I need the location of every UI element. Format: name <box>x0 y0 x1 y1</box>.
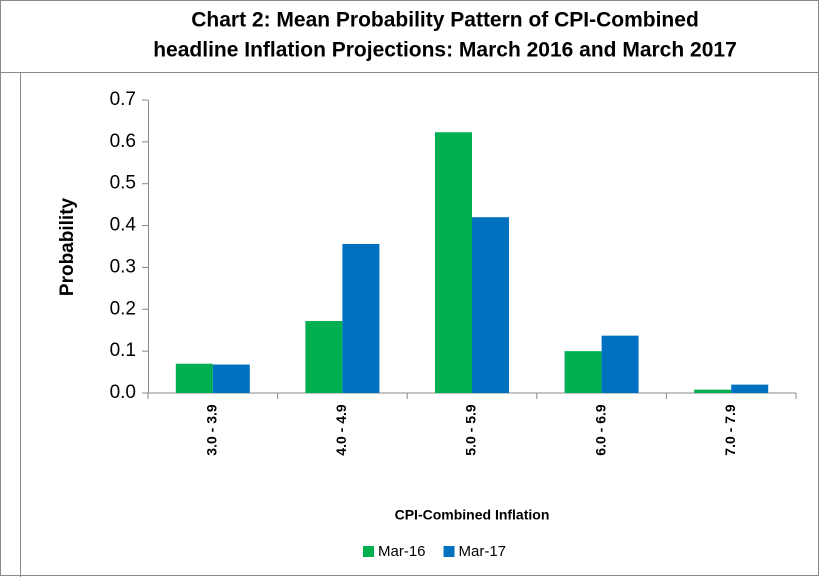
bar <box>694 389 732 393</box>
bar <box>305 321 343 393</box>
legend-swatch <box>363 546 374 557</box>
legend-label: Mar-17 <box>459 543 507 560</box>
y-tick-label: 0.4 <box>110 215 137 236</box>
y-tick-label: 0.2 <box>110 298 136 319</box>
bar <box>435 132 472 394</box>
y-tick-label: 0.3 <box>110 256 136 277</box>
x-tick-label: 3.0 - 3.9 <box>204 404 220 456</box>
bar <box>731 384 769 393</box>
x-axis-title: CPI-Combined Inflation <box>395 507 550 523</box>
y-axis-title: Probability <box>57 197 78 296</box>
x-tick-label: 7.0 - 7.9 <box>722 404 738 456</box>
chart-title: headline Inflation Projections: March 20… <box>153 39 737 62</box>
bar <box>175 363 213 393</box>
x-tick-label: 6.0 - 6.9 <box>592 404 608 456</box>
bar <box>472 217 509 393</box>
x-tick-label: 4.0 - 4.9 <box>333 404 349 456</box>
chart-title: Chart 2: Mean Probability Pattern of CPI… <box>191 9 699 32</box>
y-tick-label: 0.7 <box>110 89 136 110</box>
bar <box>564 351 602 393</box>
y-tick-label: 0.1 <box>110 340 136 361</box>
bar <box>601 335 639 393</box>
legend-swatch <box>443 546 455 557</box>
bar <box>342 243 380 393</box>
legend-label: Mar-16 <box>378 543 426 560</box>
bar <box>212 364 250 393</box>
y-tick-label: 0.0 <box>110 382 136 403</box>
y-tick-label: 0.6 <box>110 131 136 152</box>
y-tick-label: 0.5 <box>110 173 136 194</box>
x-tick-label: 5.0 - 5.9 <box>463 404 479 456</box>
